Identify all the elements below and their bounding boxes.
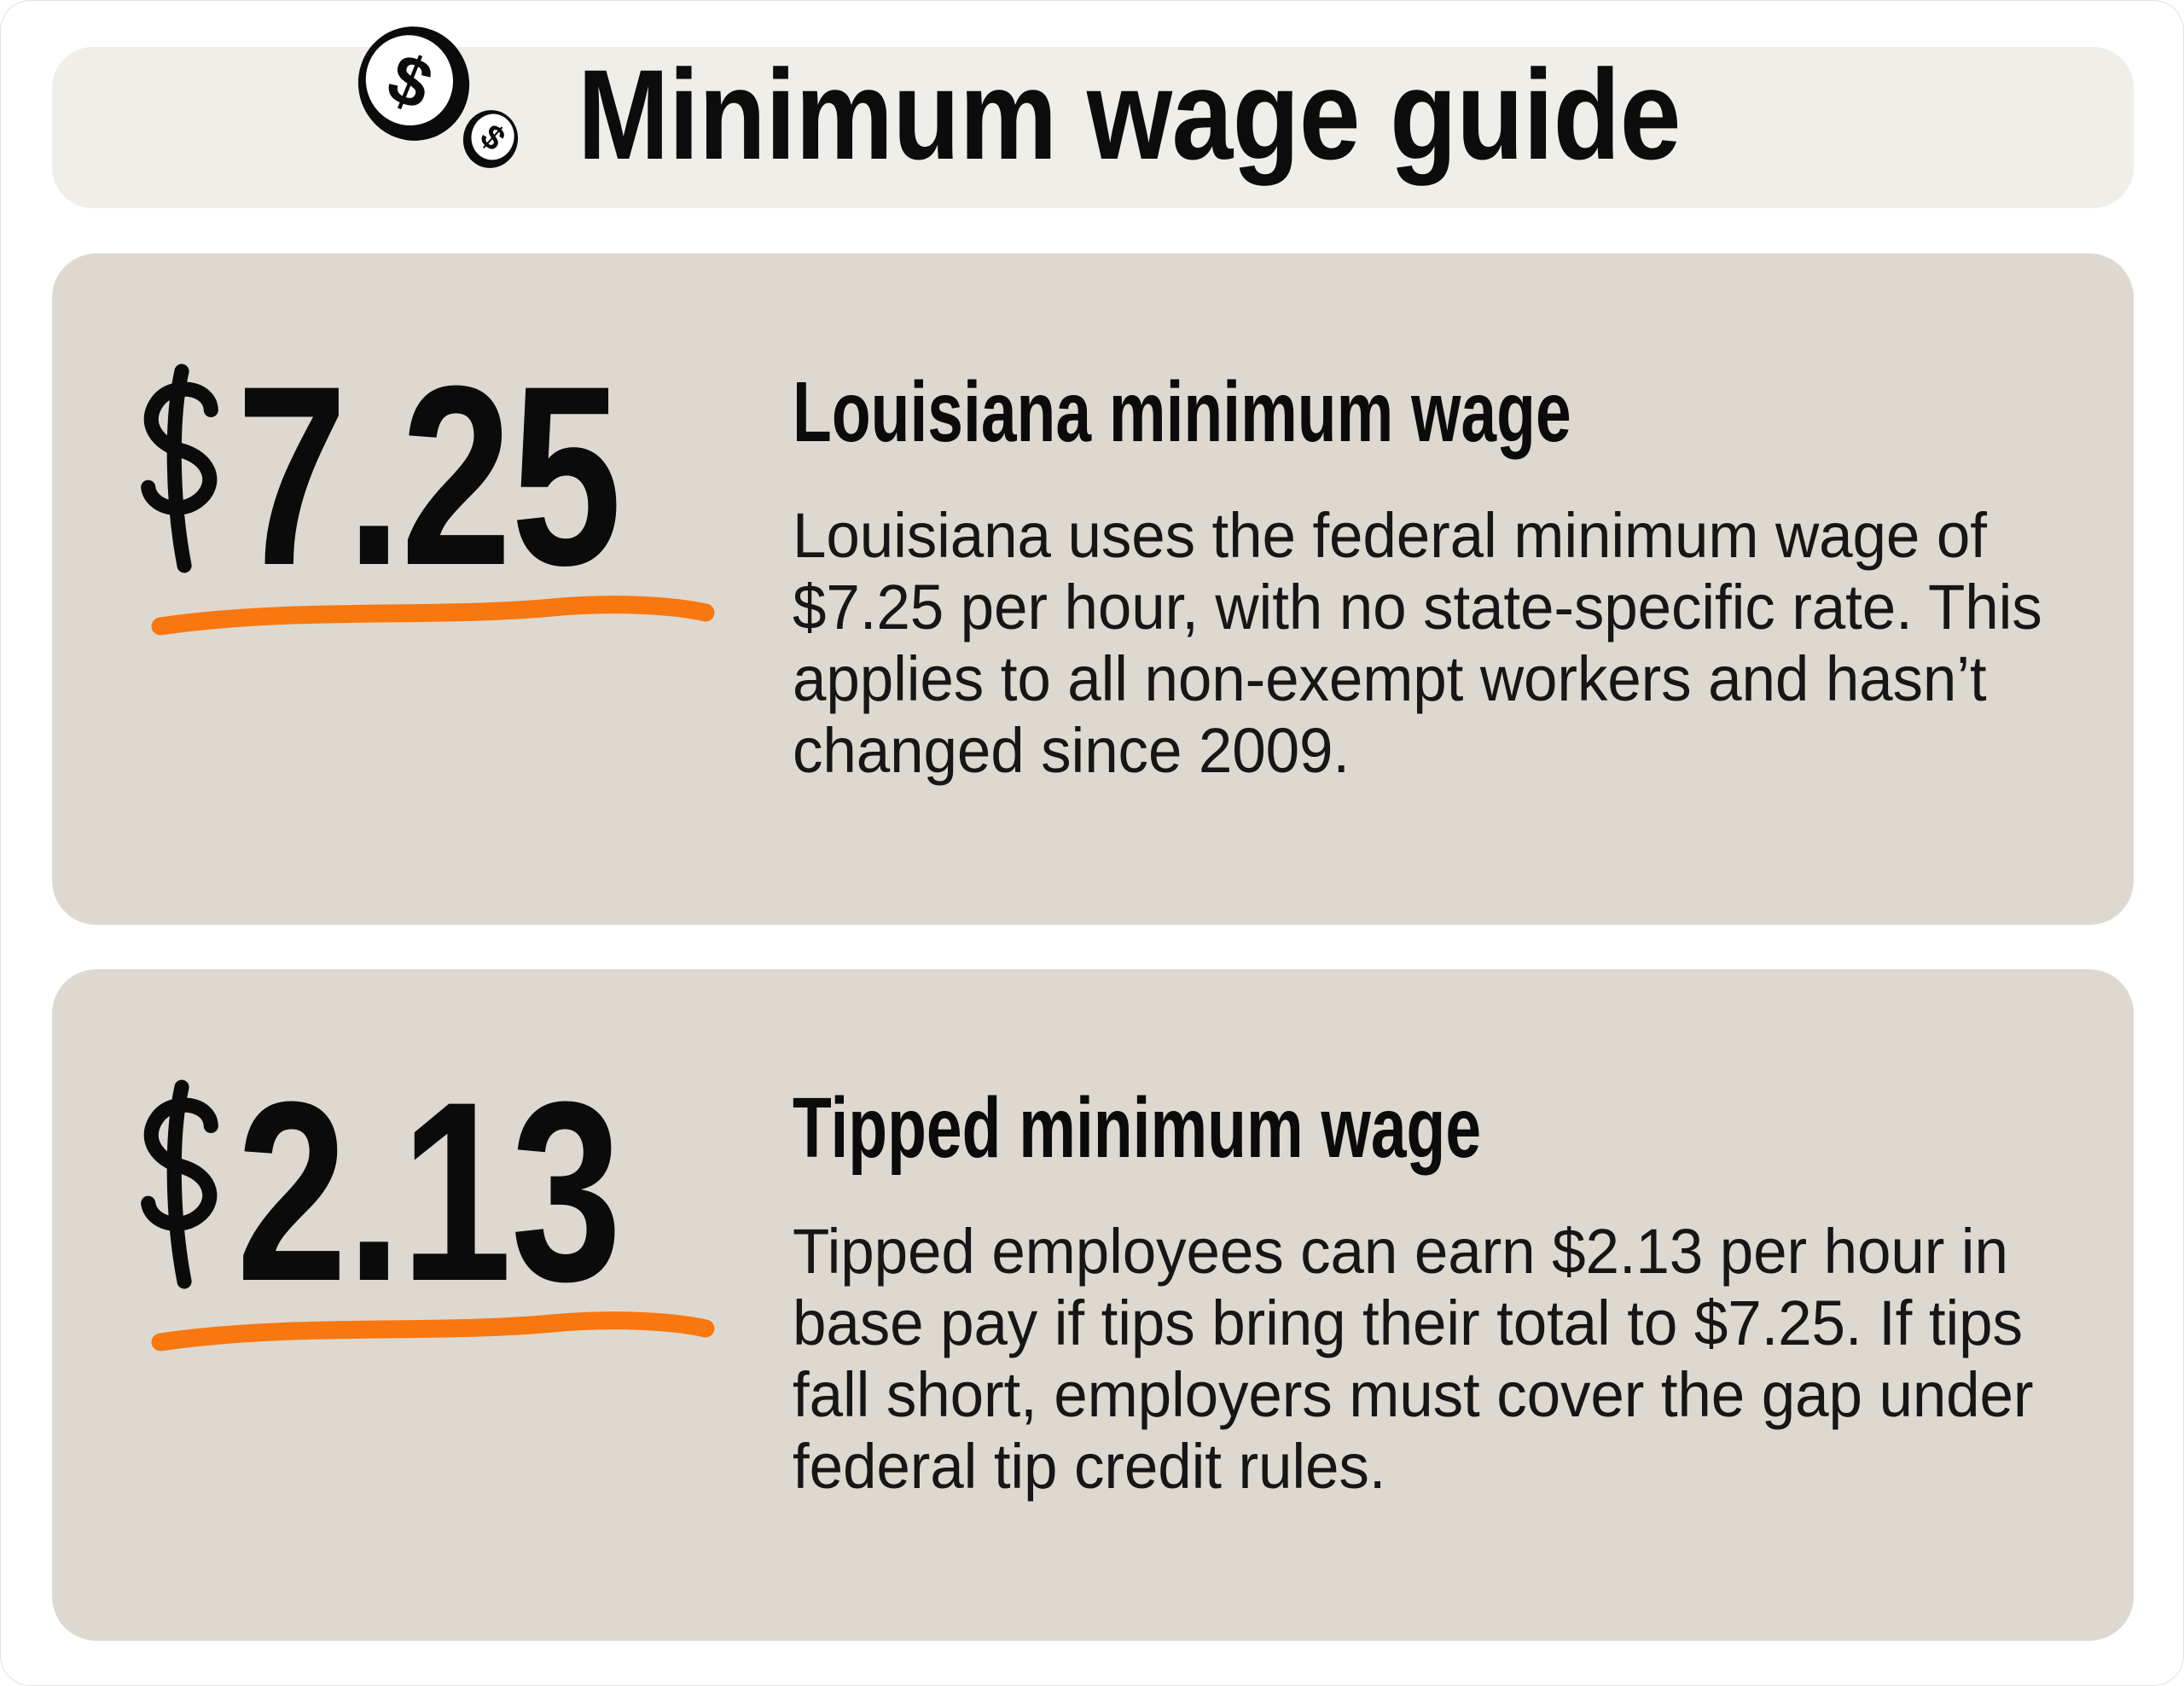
hand-drawn-dollar-sign-icon xyxy=(141,1079,218,1289)
dollar-coin-small-icon: $ xyxy=(462,110,519,168)
header-bar: $ $ Minimum wage guide xyxy=(52,26,2134,208)
amount-value: 7.25 xyxy=(236,332,622,619)
orange-underline xyxy=(151,1311,715,1352)
card-heading: Tipped minimum wage xyxy=(793,1080,1482,1176)
dollar-coins-icon: $ $ xyxy=(357,26,519,168)
card-heading: Louisiana minimum wage xyxy=(793,364,1571,460)
card-body-text: Louisiana uses the federal minimum wage … xyxy=(793,500,2042,786)
card-tipped-minimum-wage: 2.13 Tipped minimum wage Tipped employee… xyxy=(52,969,2134,1641)
card-louisiana-minimum-wage: 7.25 Louisiana minimum wage Louisiana us… xyxy=(52,253,2134,925)
page-title: Minimum wage guide xyxy=(578,43,1681,186)
amount-value: 2.13 xyxy=(236,1048,622,1334)
hand-drawn-dollar-sign-icon xyxy=(141,363,218,573)
orange-underline xyxy=(151,596,715,636)
dollar-coin-icon: $ xyxy=(357,26,470,141)
amount-group: 2.13 xyxy=(52,969,794,1641)
card-body-text: Tipped employees can earn $2.13 per hour… xyxy=(793,1216,2034,1502)
amount-group: 7.25 xyxy=(52,253,794,925)
